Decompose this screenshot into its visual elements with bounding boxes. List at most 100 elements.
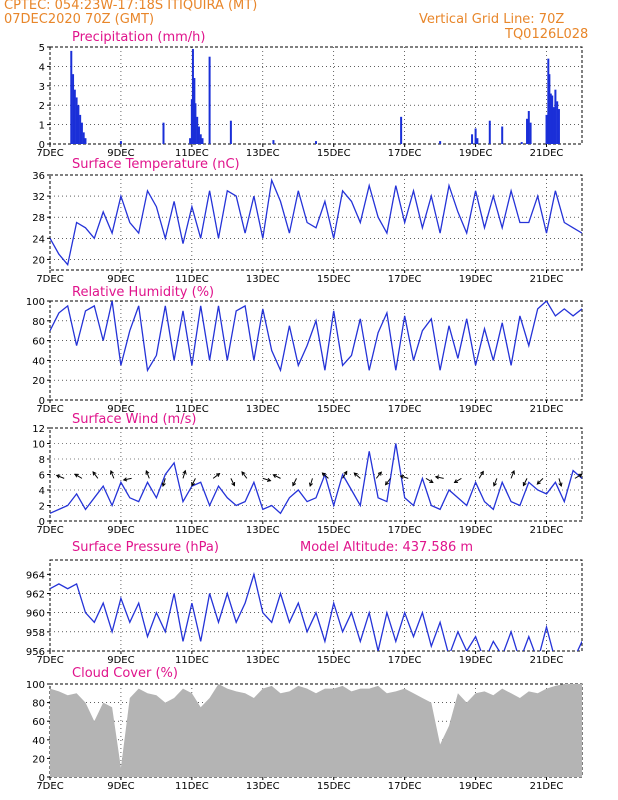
x-tick-label: 21DEC — [530, 404, 564, 415]
y-tick-label: 4 — [39, 486, 45, 497]
precip-bar — [315, 141, 317, 144]
wind-vector — [212, 473, 220, 479]
x-tick-label: 19DEC — [459, 525, 493, 536]
precip-bar — [520, 142, 523, 144]
x-tick-label: 17DEC — [388, 148, 422, 159]
wind-arrowhead — [429, 479, 434, 484]
panel-1: Surface Temperature (nC) 7DEC 9DEC 11DEC 13D… — [32, 157, 583, 285]
precip-bar — [119, 141, 122, 144]
precip-bar — [73, 89, 76, 144]
x-tick-label: 7DEC — [36, 148, 63, 159]
x-tick-label: 9DEC — [107, 525, 134, 536]
panel-subtitle: Model Altitude: 437.586 m — [300, 540, 473, 555]
precip-bar — [189, 138, 192, 144]
precip-bar — [191, 48, 194, 144]
wind-arrowhead — [343, 470, 348, 476]
precip-bar — [229, 120, 232, 144]
y-tick-label: 6 — [39, 471, 45, 482]
x-tick-label: 17DEC — [388, 781, 422, 792]
wind-vector — [230, 478, 235, 486]
panel-title: Surface Pressure (hPa) — [72, 540, 219, 555]
wind-vector — [110, 470, 115, 479]
wind-arrowhead — [216, 472, 221, 477]
x-tick-label: 13DEC — [246, 404, 280, 415]
y-tick-label: 20 — [32, 376, 45, 387]
x-tick-label: 15DEC — [317, 781, 351, 792]
precip-bar — [557, 109, 560, 144]
precip-bar — [194, 103, 197, 144]
panel-title: Surface Temperature (nC) — [72, 157, 240, 172]
precip-bar — [439, 141, 442, 144]
precip-bar — [70, 50, 73, 144]
x-tick-label: 21DEC — [530, 274, 564, 285]
wind-vector — [574, 473, 583, 479]
x-tick-label: 19DEC — [459, 148, 493, 159]
y-tick-label: 100 — [26, 680, 45, 691]
y-tick-label: 80 — [32, 317, 45, 328]
station-header: CPTEC: 054:23W-17:18S ITIQUIRA (MT) — [4, 0, 258, 13]
x-tick-label: 11DEC — [175, 274, 209, 285]
panel-3: Surface Wind (m/s) 7DEC 9DEC 11DEC 13DEC 15DE… — [32, 412, 583, 536]
wind-vector — [435, 476, 444, 479]
wind-vector — [342, 471, 348, 479]
x-tick-label: 21DEC — [530, 525, 564, 536]
precip-bar — [199, 134, 202, 144]
wind-vector — [241, 471, 248, 479]
precip-bar — [501, 126, 504, 144]
precip-bar — [547, 58, 550, 144]
wind-arrowhead — [292, 482, 297, 487]
y-tick-label: 20 — [32, 754, 45, 765]
precip-bar — [529, 122, 532, 144]
series-line — [50, 177, 582, 267]
wind-vector — [162, 478, 166, 487]
y-tick-label: 956 — [26, 647, 45, 658]
x-tick-label: 13DEC — [246, 274, 280, 285]
wind-arrowhead — [231, 482, 236, 487]
wind-arrowhead — [536, 480, 541, 485]
precip-bar — [197, 126, 200, 144]
x-tick-label: 9DEC — [107, 781, 134, 792]
wind-arrowhead — [578, 473, 583, 478]
precip-bar — [72, 74, 75, 144]
precip-bar — [476, 138, 479, 144]
wind-arrowhead — [353, 472, 358, 477]
series-line — [50, 301, 582, 373]
wind-arrowhead — [558, 482, 563, 488]
wind-arrowhead — [145, 469, 150, 475]
x-tick-label: 7DEC — [36, 781, 63, 792]
wind-vector — [145, 470, 150, 479]
x-tick-label: 17DEC — [388, 525, 422, 536]
wind-arrowhead — [241, 471, 246, 476]
wind-vector — [309, 478, 313, 487]
precip-bar — [554, 89, 557, 144]
precip-bar — [488, 120, 491, 144]
x-tick-label: 13DEC — [246, 525, 280, 536]
precip-bar — [549, 93, 552, 144]
series-line — [50, 443, 582, 515]
y-tick-label: 3 — [39, 82, 45, 93]
precip-bar — [548, 74, 551, 144]
x-tick-label: 11DEC — [175, 404, 209, 415]
y-tick-label: 2 — [39, 101, 45, 112]
precip-bar — [79, 114, 82, 144]
x-tick-label: 9DEC — [107, 655, 134, 666]
x-tick-label: 9DEC — [107, 274, 134, 285]
y-tick-label: 28 — [32, 213, 45, 224]
wind-arrowhead — [191, 482, 195, 487]
y-tick-label: 2 — [39, 502, 45, 513]
x-tick-label: 17DEC — [388, 404, 422, 415]
x-tick-label: 7DEC — [36, 655, 63, 666]
y-tick-label: 0 — [39, 140, 45, 151]
wind-arrowhead — [511, 469, 515, 475]
cloud-area — [50, 684, 582, 777]
x-tick-label: 11DEC — [175, 781, 209, 792]
wind-arrowhead — [399, 474, 405, 479]
wind-vector — [273, 474, 281, 479]
precip-bar — [193, 78, 196, 144]
date-header: 07DEC2020 70Z (GMT) — [4, 12, 155, 27]
y-tick-label: 10 — [32, 440, 45, 451]
x-tick-label: 21DEC — [530, 148, 564, 159]
wind-arrowhead — [266, 477, 272, 482]
precip-bar — [75, 97, 78, 144]
y-tick-label: 960 — [26, 609, 45, 620]
